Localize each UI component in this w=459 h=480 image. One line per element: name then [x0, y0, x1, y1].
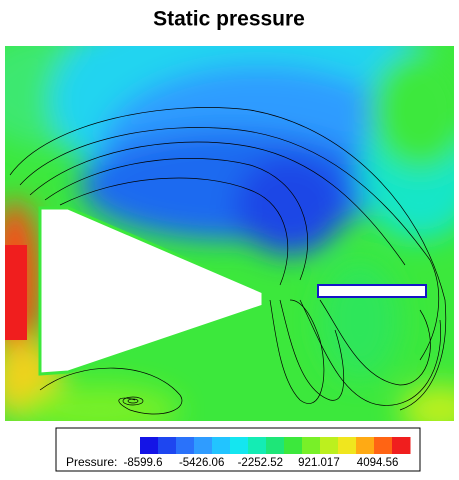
colorbar-swatch	[194, 437, 213, 454]
pressure-field	[5, 46, 454, 421]
colorbar-swatch	[392, 437, 411, 454]
colorbar-swatch	[320, 437, 339, 454]
colorbar-tick-label: -5426.06	[179, 457, 224, 469]
colorbar-swatch	[302, 437, 321, 454]
colorbar-swatch	[356, 437, 375, 454]
colorbar-swatch	[284, 437, 303, 454]
colorbar-swatch	[140, 437, 159, 454]
colorbar-swatch	[176, 437, 195, 454]
colorbar-swatch	[212, 437, 231, 454]
title: Static pressure	[153, 8, 305, 31]
colorbar-label: Pressure:	[66, 455, 117, 469]
colorbar-swatch	[374, 437, 393, 454]
colorbar-tick-label: 921.017	[298, 457, 340, 469]
colorbar-tick-label: -2252.52	[238, 457, 283, 469]
colorbar-swatch	[248, 437, 267, 454]
colorbar-swatch	[158, 437, 177, 454]
colorbar: -8599.6 -5426.06 -2252.52 921.017 4094.56	[123, 437, 411, 469]
colorbar-swatch	[266, 437, 285, 454]
colorbar-swatch	[230, 437, 249, 454]
colorbar-tick-label: -8599.6	[123, 457, 162, 469]
colorbar-swatch	[338, 437, 357, 454]
colorbar-tick-label: 4094.56	[357, 457, 399, 469]
